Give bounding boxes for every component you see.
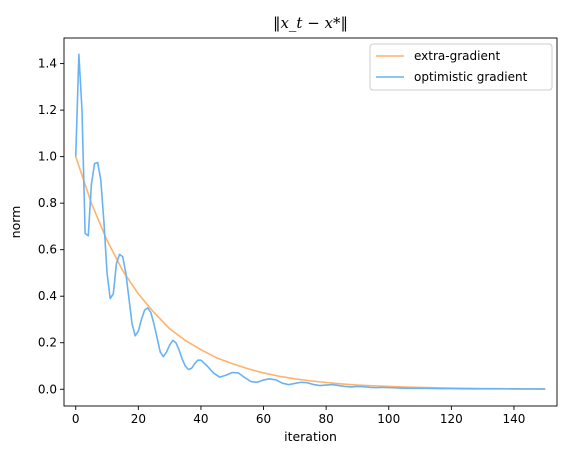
y-axis-label: norm (8, 206, 23, 239)
legend-entry: extra-gradient (414, 49, 500, 63)
chart-title: ‖x_t − x*‖ (273, 14, 348, 32)
x-tick-label: 40 (193, 412, 208, 426)
x-tick-label: 140 (503, 412, 526, 426)
series-lines (74, 53, 546, 390)
x-tick-label: 0 (72, 412, 80, 426)
chart-title-text: ‖x_t − x*‖ (273, 14, 348, 32)
y-tick-label: 0.8 (38, 196, 57, 210)
y-tick-label: 0.6 (38, 243, 57, 257)
y-tick-label: 0.2 (38, 336, 57, 350)
legend-box (369, 43, 553, 91)
x-tick-label: 120 (440, 412, 463, 426)
legend: extra-gradient optimistic gradient (369, 43, 553, 91)
x-tick-label: 100 (377, 412, 400, 426)
y-tick-label: 1.2 (38, 103, 57, 117)
x-tick-label: 80 (319, 412, 334, 426)
y-axis: 0.0 0.2 0.4 0.6 0.8 1.0 1.2 1.4 (38, 57, 64, 396)
y-tick-label: 1.0 (38, 150, 57, 164)
series-line-1 (74, 53, 546, 390)
x-axis: 0 20 40 60 80 100 120 140 (72, 406, 525, 426)
y-tick-label: 0.0 (38, 382, 57, 396)
y-tick-label: 1.4 (38, 57, 57, 71)
plot-area (63, 37, 558, 407)
series-line-0 (74, 156, 546, 390)
x-axis-label: iteration (284, 429, 337, 444)
x-tick-label: 60 (256, 412, 271, 426)
legend-entry: optimistic gradient (414, 70, 528, 84)
x-tick-label: 20 (131, 412, 146, 426)
y-tick-label: 0.4 (38, 289, 57, 303)
